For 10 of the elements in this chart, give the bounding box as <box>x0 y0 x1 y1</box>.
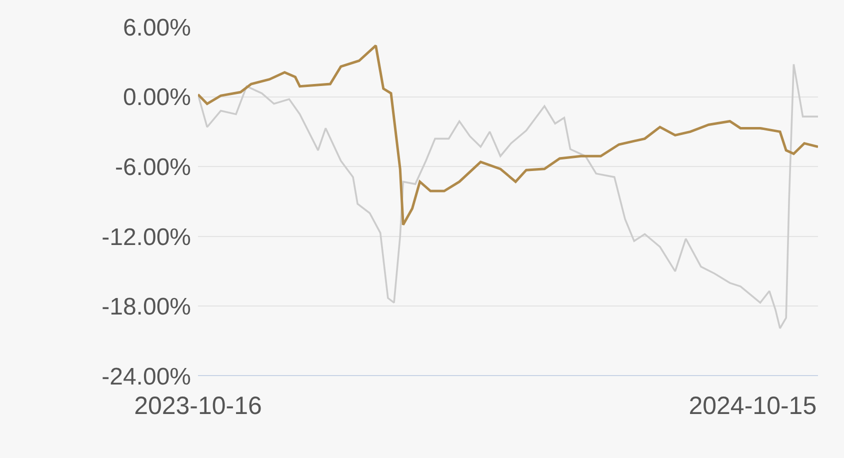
y-tick-label: -18.00% <box>102 294 191 321</box>
y-tick-label: -12.00% <box>102 224 191 251</box>
line-series <box>198 63 818 330</box>
line-series <box>198 44 818 226</box>
y-tick-label: -24.00% <box>102 363 191 390</box>
x-tick-label: 2023-10-16 <box>134 392 262 420</box>
y-tick-label: -6.00% <box>114 154 191 181</box>
y-tick-label: 0.00% <box>122 84 191 112</box>
x-tick-label: 2024-10-15 <box>688 392 817 420</box>
y-tick-label: 6.00% <box>122 14 191 42</box>
